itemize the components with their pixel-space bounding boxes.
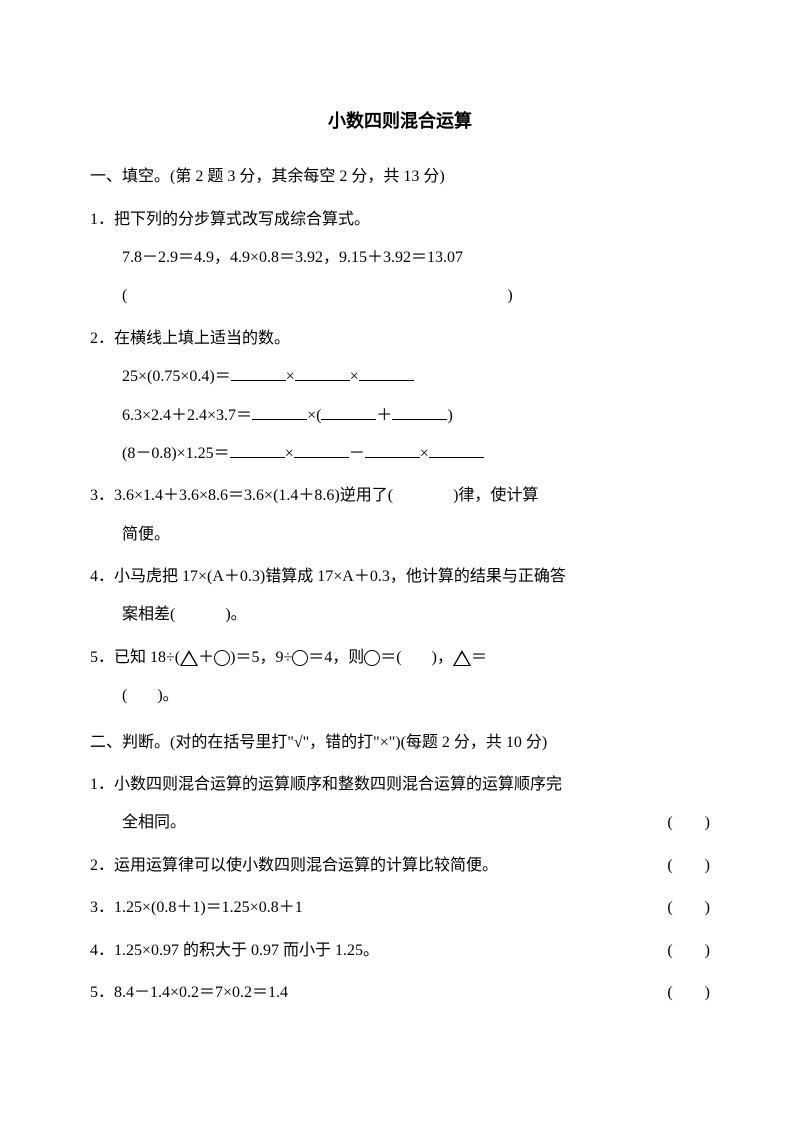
q5-m1: ＋ [198,649,214,666]
s2-q3-text: 3．1.25×(0.8＋1)＝1.25×0.8＋1 [90,889,303,927]
blank[interactable] [231,365,286,381]
q2-l3-m1: × [285,445,294,462]
mult1: × [286,368,295,385]
section1-header: 一、填空。(第 2 题 3 分，其余每空 2 分，共 13 分) [90,158,710,196]
q2-l2-prefix: 6.3×2.4＋2.4×3.7＝ [122,407,252,424]
q5-m3: ＝4，则 [308,649,364,666]
page-title: 小数四则混合运算 [90,100,710,143]
q2-l2-pc: ) [447,407,452,424]
s2-q1-line2: 全相同。 ( ) [90,804,710,842]
q2-label: 2．在横线上填上适当的数。 [90,320,710,358]
s2-q4-text: 4．1.25×0.97 的积大于 0.97 而小于 1.25。 [90,932,379,970]
q5-l2-s: )。 [157,687,178,704]
q3: 3．3.6×1.4＋3.6×8.6＝3.6×(1.4＋8.6)逆用了( )律，使计… [90,477,710,515]
judge-paren[interactable]: ( ) [667,804,710,842]
circle-icon [364,650,380,666]
s2-q2-text: 2．运用运算律可以使小数四则混合运算的计算比较简便。 [90,847,498,885]
triangle-icon [180,650,198,666]
paren-open: ( [122,277,127,315]
s2-q4: 4．1.25×0.97 的积大于 0.97 而小于 1.25。 ( ) [90,932,710,970]
q2-l3-minus: － [349,445,365,462]
mult2: × [350,368,359,385]
blank[interactable] [295,365,350,381]
q3-prefix: 3．3.6×1.4＋3.6×8.6＝3.6×(1.4＋8.6)逆用了( [90,487,393,504]
q5-m2: )＝5，9÷ [230,649,292,666]
q5-m6: ＝ [471,649,487,666]
q2-l3-prefix: (8－0.8)×1.25＝ [122,445,230,462]
triangle-icon [453,650,471,666]
q5-m4: ＝( [380,649,401,666]
q4-l2-suffix: )。 [225,606,246,623]
q4-l2-prefix: 案相差( [122,606,175,623]
judge-paren[interactable]: ( ) [667,847,710,885]
q1-line1: 7.8－2.9＝4.9，4.9×0.8＝3.92，9.15＋3.92＝13.07 [90,239,710,277]
blank[interactable] [429,442,484,458]
q4-line2: 案相差( )。 [90,596,710,634]
q2-line3: (8－0.8)×1.25＝ × － × [90,435,710,473]
s2-q3: 3．1.25×(0.8＋1)＝1.25×0.8＋1 ( ) [90,889,710,927]
circle-icon [292,650,308,666]
blank[interactable] [252,404,307,420]
q2-l1-prefix: 25×(0.75×0.4)＝ [122,368,231,385]
judge-paren[interactable]: ( ) [667,889,710,927]
blank[interactable] [365,442,420,458]
q2-l2-po: ×( [307,407,321,424]
q5-l2-p: ( [122,687,127,704]
blank[interactable] [392,404,447,420]
q4-line1: 4．小马虎把 17×(A＋0.3)错算成 17×A＋0.3，他计算的结果与正确答 [90,558,710,596]
q5-line2: ( )。 [90,677,710,715]
q3-suffix: )律，使计算 [453,487,538,504]
paren-close: ) [507,277,512,315]
s2-q1-l2-text: 全相同。 [122,804,186,842]
s2-q5: 5．8.4－1.4×0.2＝7×0.2＝1.4 ( ) [90,974,710,1012]
blank[interactable] [359,365,414,381]
blank[interactable] [294,442,349,458]
q1-label: 1．把下列的分步算式改写成综合算式。 [90,201,710,239]
blank[interactable] [230,442,285,458]
s2-q1-line1: 1．小数四则混合运算的运算顺序和整数四则混合运算的运算顺序完 [90,766,710,804]
q1-answer-paren: ( ) [90,277,710,315]
q5-prefix: 5．已知 18÷( [90,649,180,666]
q5-m5: )， [432,649,453,666]
q5: 5．已知 18÷( ＋ )＝5，9÷ ＝4，则 ＝( )， ＝ [90,639,710,677]
q2-l2-plus: ＋ [376,407,392,424]
s2-q5-text: 5．8.4－1.4×0.2＝7×0.2＝1.4 [90,974,288,1012]
q2-line1: 25×(0.75×0.4)＝ × × [90,358,710,396]
section2-header: 二、判断。(对的在括号里打"√"，错的打"×")(每题 2 分，共 10 分) [90,724,710,762]
s2-q2: 2．运用运算律可以使小数四则混合运算的计算比较简便。 ( ) [90,847,710,885]
q3-line2: 简便。 [90,516,710,554]
q2-l3-m2: × [420,445,429,462]
q2-line2: 6.3×2.4＋2.4×3.7＝ ×( ＋) [90,397,710,435]
blank[interactable] [321,404,376,420]
circle-icon [214,650,230,666]
judge-paren[interactable]: ( ) [667,932,710,970]
judge-paren[interactable]: ( ) [667,974,710,1012]
